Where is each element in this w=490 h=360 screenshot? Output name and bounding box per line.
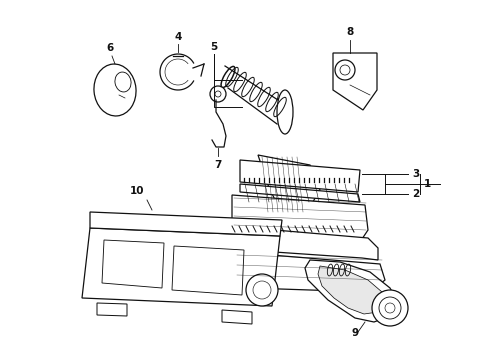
Polygon shape	[240, 160, 360, 192]
Polygon shape	[305, 260, 398, 322]
Text: 4: 4	[174, 32, 182, 42]
Polygon shape	[97, 303, 127, 316]
Ellipse shape	[94, 64, 136, 116]
Circle shape	[210, 86, 226, 102]
Circle shape	[246, 274, 278, 306]
Ellipse shape	[115, 72, 131, 92]
Text: 1: 1	[424, 179, 431, 189]
Circle shape	[372, 290, 408, 326]
Polygon shape	[228, 226, 378, 260]
Text: 2: 2	[412, 189, 419, 199]
Polygon shape	[232, 195, 368, 242]
Polygon shape	[240, 184, 360, 202]
Text: 6: 6	[106, 43, 114, 53]
Text: 10: 10	[130, 186, 144, 196]
Circle shape	[335, 60, 355, 80]
Text: 7: 7	[214, 160, 221, 170]
Polygon shape	[318, 266, 386, 314]
Polygon shape	[333, 53, 377, 110]
Ellipse shape	[277, 90, 293, 134]
Text: 9: 9	[351, 328, 359, 338]
Text: 8: 8	[346, 27, 354, 37]
Polygon shape	[258, 155, 320, 215]
Polygon shape	[82, 228, 280, 306]
Polygon shape	[222, 310, 252, 324]
Polygon shape	[90, 212, 282, 236]
Text: 3: 3	[412, 169, 419, 179]
Text: 5: 5	[210, 42, 218, 52]
Polygon shape	[232, 252, 385, 292]
